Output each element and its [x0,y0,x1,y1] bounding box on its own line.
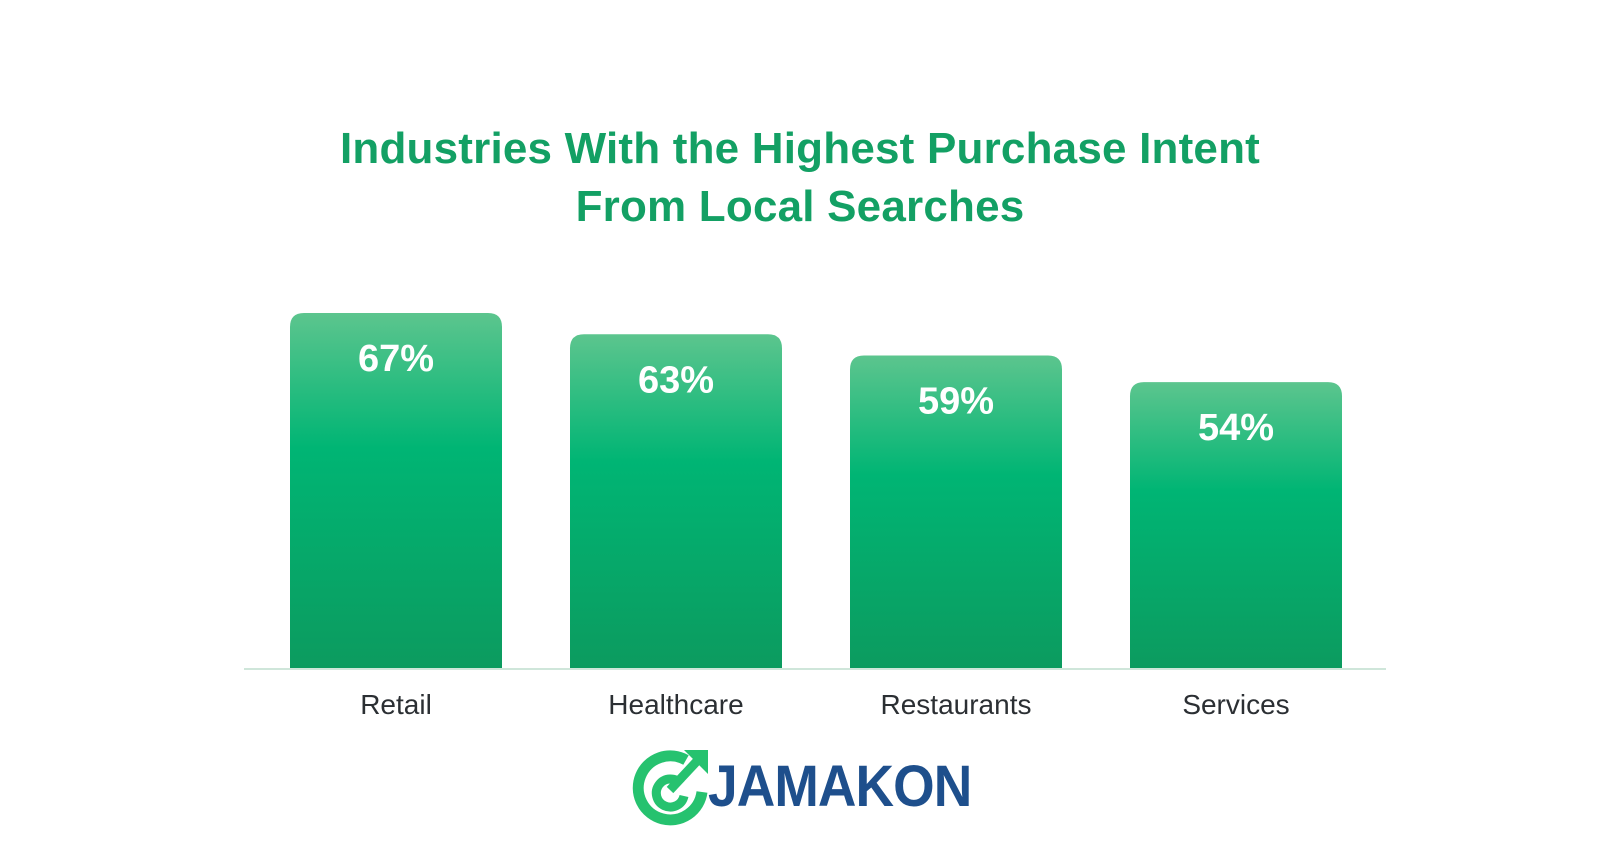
category-label-retail: Retail [360,689,432,720]
bar-services [1130,382,1342,669]
jamakon-logo: JAMAKON [628,744,994,828]
chart-title-line-2: From Local Searches [575,182,1025,231]
value-label-restaurants: 59% [918,381,994,423]
bar-retail [290,313,502,669]
category-label-restaurants: Restaurants [881,689,1032,720]
chart-title-line-1: Industries With the Highest Purchase Int… [339,124,1261,173]
chart-title: Industries With the Highest Purchase Int… [0,120,1600,236]
growth-arrow-icon [632,750,708,826]
logo-wordmark: JAMAKON [708,753,972,819]
value-label-healthcare: 63% [638,359,714,401]
value-label-services: 54% [1198,407,1274,449]
category-label-services: Services [1182,689,1289,720]
category-labels-group: Retail Healthcare Restaurants Services [360,689,1289,720]
bar-restaurants [850,355,1062,669]
bar-healthcare [570,334,782,669]
value-label-retail: 67% [358,338,434,380]
category-label-healthcare: Healthcare [608,689,743,720]
bars-group: 67% 63% 59% 54% [290,313,1342,669]
